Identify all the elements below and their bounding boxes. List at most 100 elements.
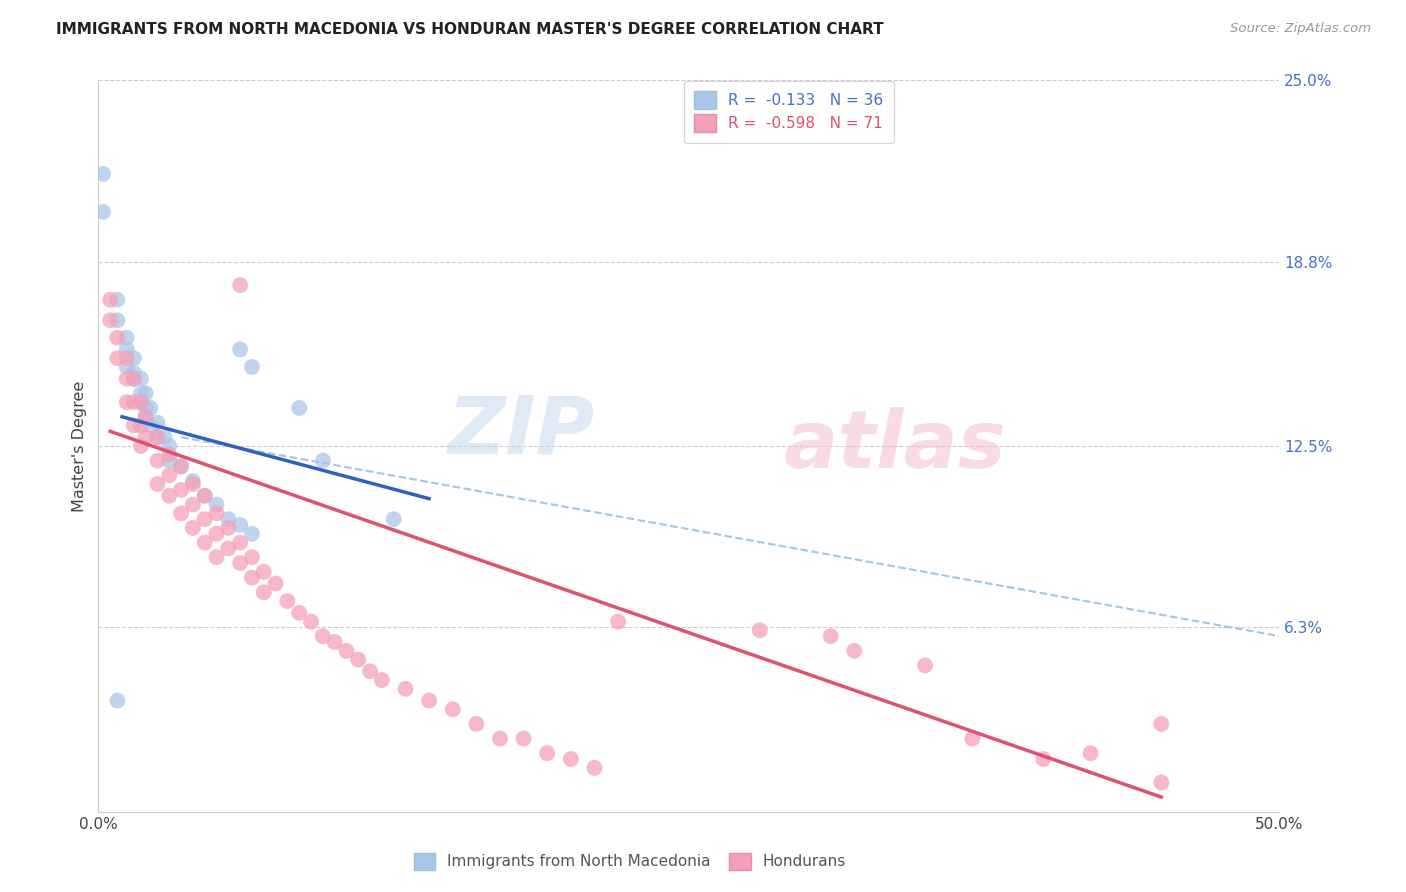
Point	[205, 506, 228, 520]
Point	[820, 629, 842, 643]
Point	[536, 746, 558, 760]
Point	[170, 483, 193, 497]
Point	[205, 550, 228, 565]
Point	[312, 453, 335, 467]
Point	[205, 498, 228, 512]
Point	[181, 498, 204, 512]
Point	[105, 351, 128, 366]
Point	[1032, 752, 1054, 766]
Y-axis label: Master's Degree: Master's Degree	[72, 380, 87, 512]
Point	[276, 594, 298, 608]
Point	[253, 585, 276, 599]
Point	[115, 395, 138, 409]
Point	[323, 635, 346, 649]
Point	[98, 313, 121, 327]
Point	[135, 430, 157, 444]
Point	[489, 731, 512, 746]
Point	[135, 386, 157, 401]
Point	[229, 278, 252, 293]
Point	[844, 644, 866, 658]
Point	[465, 717, 488, 731]
Point	[914, 658, 936, 673]
Point	[194, 489, 217, 503]
Point	[115, 372, 138, 386]
Point	[153, 430, 176, 444]
Point	[157, 448, 180, 462]
Point	[146, 453, 169, 467]
Point	[240, 359, 263, 374]
Point	[288, 401, 311, 415]
Point	[181, 521, 204, 535]
Point	[91, 205, 114, 219]
Point	[512, 731, 534, 746]
Point	[129, 395, 152, 409]
Point	[135, 401, 157, 415]
Point	[157, 489, 180, 503]
Point	[347, 652, 370, 666]
Point	[105, 313, 128, 327]
Point	[299, 615, 322, 629]
Point	[229, 343, 252, 357]
Point	[217, 512, 239, 526]
Point	[382, 512, 405, 526]
Point	[288, 606, 311, 620]
Point	[98, 293, 121, 307]
Point	[418, 693, 440, 707]
Point	[194, 512, 217, 526]
Point	[122, 366, 145, 380]
Point	[181, 474, 204, 488]
Point	[122, 372, 145, 386]
Point	[229, 518, 252, 533]
Point	[105, 293, 128, 307]
Point	[91, 167, 114, 181]
Point	[194, 489, 217, 503]
Point	[157, 439, 180, 453]
Point	[115, 351, 138, 366]
Point	[441, 702, 464, 716]
Point	[1150, 717, 1173, 731]
Point	[583, 761, 606, 775]
Point	[217, 541, 239, 556]
Text: Source: ZipAtlas.com: Source: ZipAtlas.com	[1230, 22, 1371, 36]
Point	[129, 395, 152, 409]
Point	[1150, 775, 1173, 789]
Point	[607, 615, 630, 629]
Point	[335, 644, 357, 658]
Point	[217, 521, 239, 535]
Point	[105, 693, 128, 707]
Point	[240, 526, 263, 541]
Text: atlas: atlas	[783, 407, 1007, 485]
Point	[122, 372, 145, 386]
Point	[146, 477, 169, 491]
Text: IMMIGRANTS FROM NORTH MACEDONIA VS HONDURAN MASTER'S DEGREE CORRELATION CHART: IMMIGRANTS FROM NORTH MACEDONIA VS HONDU…	[56, 22, 884, 37]
Point	[115, 343, 138, 357]
Point	[229, 535, 252, 549]
Point	[122, 351, 145, 366]
Point	[139, 401, 162, 415]
Point	[135, 409, 157, 424]
Point	[122, 395, 145, 409]
Point	[129, 372, 152, 386]
Point	[194, 535, 217, 549]
Point	[129, 418, 152, 433]
Legend: Immigrants from North Macedonia, Hondurans: Immigrants from North Macedonia, Hondura…	[404, 842, 856, 881]
Text: ZIP: ZIP	[447, 392, 595, 470]
Point	[129, 439, 152, 453]
Point	[139, 418, 162, 433]
Point	[240, 571, 263, 585]
Point	[1080, 746, 1102, 760]
Point	[170, 459, 193, 474]
Point	[181, 477, 204, 491]
Point	[371, 673, 394, 687]
Point	[146, 430, 169, 444]
Point	[264, 576, 287, 591]
Point	[748, 624, 770, 638]
Point	[229, 556, 252, 570]
Point	[170, 506, 193, 520]
Point	[205, 526, 228, 541]
Point	[135, 409, 157, 424]
Point	[157, 468, 180, 483]
Point	[146, 430, 169, 444]
Point	[146, 416, 169, 430]
Point	[157, 453, 180, 467]
